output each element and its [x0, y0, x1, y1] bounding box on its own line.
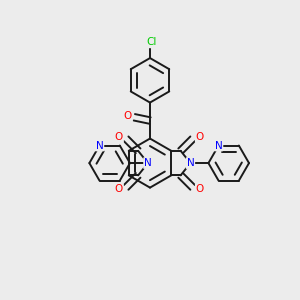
Text: N: N [215, 140, 222, 151]
Text: O: O [115, 132, 123, 142]
Text: O: O [124, 111, 132, 121]
Text: O: O [196, 132, 204, 142]
Text: O: O [115, 184, 123, 194]
Text: Cl: Cl [146, 38, 157, 47]
Text: N: N [187, 158, 194, 168]
Text: N: N [96, 140, 104, 151]
Text: O: O [196, 184, 204, 194]
Text: N: N [144, 158, 152, 168]
